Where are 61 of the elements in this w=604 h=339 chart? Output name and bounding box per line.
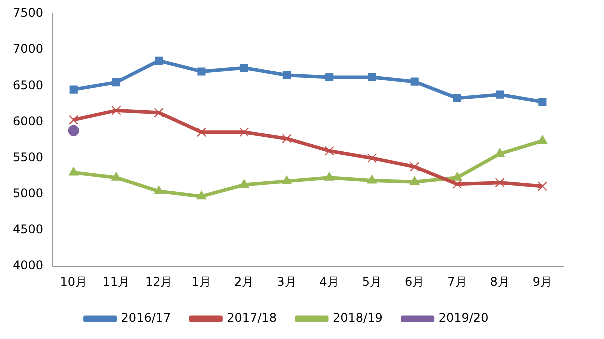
y-tick-label: 6500 bbox=[12, 78, 44, 92]
point bbox=[112, 106, 122, 116]
point bbox=[240, 180, 250, 188]
point bbox=[368, 73, 376, 82]
legend-label: 2016/17 bbox=[121, 311, 172, 326]
point bbox=[496, 90, 504, 99]
point bbox=[367, 175, 378, 184]
y-tick-label: 4000 bbox=[12, 258, 44, 273]
point bbox=[367, 154, 377, 164]
point bbox=[326, 73, 334, 82]
x-tick-label: 8月 bbox=[490, 274, 510, 289]
y-tick-label: 7500 bbox=[12, 6, 44, 20]
point bbox=[410, 78, 419, 86]
y-tick-label: 7000 bbox=[12, 42, 44, 56]
point bbox=[154, 108, 164, 118]
x-tick-label: 12月 bbox=[145, 274, 173, 289]
x-tick-label: 4月 bbox=[320, 274, 340, 289]
y-tick-label: 4500 bbox=[12, 222, 44, 237]
x-tick-label: 7月 bbox=[448, 274, 468, 289]
point bbox=[70, 86, 78, 94]
point bbox=[324, 146, 334, 156]
point bbox=[282, 176, 292, 184]
point bbox=[282, 71, 291, 80]
x-tick-label: 3月 bbox=[277, 274, 297, 289]
point bbox=[538, 98, 547, 106]
x-tick-label: 11月 bbox=[102, 274, 130, 289]
point bbox=[155, 56, 164, 65]
point bbox=[453, 94, 462, 102]
point bbox=[198, 68, 206, 76]
point bbox=[410, 162, 420, 172]
y-tick-label: 5500 bbox=[12, 150, 44, 164]
point bbox=[69, 115, 79, 125]
point bbox=[112, 78, 121, 87]
point bbox=[282, 134, 292, 144]
x-tick-label: 5月 bbox=[362, 274, 382, 289]
x-tick-label: 1月 bbox=[192, 274, 212, 289]
x-tick-label: 10月 bbox=[60, 274, 88, 289]
point bbox=[495, 178, 505, 188]
y-tick-label: 6000 bbox=[12, 114, 44, 128]
point bbox=[495, 148, 505, 158]
point bbox=[452, 172, 462, 181]
point bbox=[240, 64, 248, 72]
point bbox=[154, 186, 164, 195]
point bbox=[240, 128, 250, 138]
legend-label: 2017/18 bbox=[227, 311, 278, 326]
point bbox=[68, 125, 80, 136]
point bbox=[196, 128, 206, 138]
point bbox=[196, 191, 207, 200]
y-tick-label: 5000 bbox=[12, 186, 44, 201]
x-tick-label: 9月 bbox=[532, 274, 553, 289]
point bbox=[324, 172, 334, 181]
legend-label: 2018/19 bbox=[333, 311, 383, 326]
x-tick-label: 2月 bbox=[234, 274, 254, 289]
point bbox=[538, 136, 548, 144]
legend-label: 2019/20 bbox=[438, 311, 489, 326]
point bbox=[69, 167, 79, 176]
point bbox=[112, 172, 122, 181]
point bbox=[538, 182, 548, 192]
point bbox=[452, 180, 462, 190]
x-tick-label: 6月 bbox=[405, 274, 425, 289]
point bbox=[410, 176, 420, 186]
